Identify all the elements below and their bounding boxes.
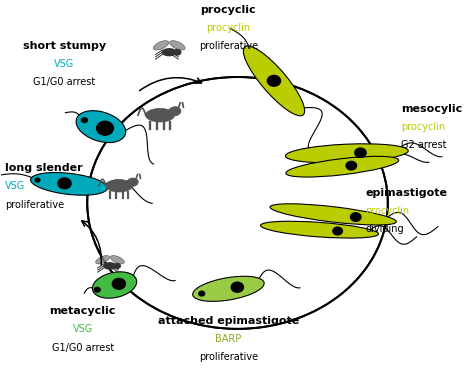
Circle shape: [346, 161, 357, 170]
Ellipse shape: [192, 276, 264, 301]
Text: G2 arrest: G2 arrest: [401, 140, 447, 151]
Text: attached epimastigote: attached epimastigote: [158, 316, 299, 326]
Text: proliferative: proliferative: [5, 200, 64, 210]
Circle shape: [332, 226, 343, 236]
Text: proliferative: proliferative: [199, 41, 258, 51]
Text: VSG: VSG: [55, 59, 74, 69]
Circle shape: [93, 286, 101, 293]
Circle shape: [96, 121, 114, 136]
Ellipse shape: [92, 272, 137, 298]
Ellipse shape: [261, 221, 379, 238]
Circle shape: [81, 117, 88, 123]
Ellipse shape: [146, 108, 174, 122]
Circle shape: [198, 291, 205, 296]
Ellipse shape: [106, 180, 132, 192]
Ellipse shape: [31, 172, 108, 195]
Ellipse shape: [104, 263, 116, 269]
Text: procyclin: procyclin: [206, 23, 250, 33]
Text: metacyclic: metacyclic: [49, 306, 116, 316]
Circle shape: [57, 177, 72, 190]
Ellipse shape: [286, 156, 399, 177]
Ellipse shape: [76, 111, 126, 142]
Text: short stumpy: short stumpy: [23, 41, 106, 51]
Ellipse shape: [169, 107, 181, 116]
Text: epimastigote: epimastigote: [365, 188, 447, 198]
Circle shape: [267, 75, 281, 87]
Ellipse shape: [153, 41, 169, 50]
Text: procyclic: procyclic: [201, 5, 256, 15]
Ellipse shape: [127, 178, 138, 187]
Ellipse shape: [170, 41, 185, 50]
Circle shape: [350, 212, 362, 222]
Text: procyclin: procyclin: [365, 206, 409, 216]
Text: mesocylic: mesocylic: [401, 104, 463, 114]
Ellipse shape: [243, 46, 305, 116]
Text: VSG: VSG: [5, 181, 26, 191]
Text: dividing: dividing: [365, 224, 404, 234]
Circle shape: [34, 177, 41, 183]
Circle shape: [230, 282, 244, 293]
Ellipse shape: [96, 255, 109, 264]
Text: BARP: BARP: [215, 334, 242, 344]
Text: proliferative: proliferative: [199, 352, 258, 362]
Circle shape: [173, 49, 182, 56]
Circle shape: [111, 278, 126, 290]
Circle shape: [354, 147, 367, 158]
Ellipse shape: [110, 255, 124, 264]
Text: G1/G0 arrest: G1/G0 arrest: [33, 77, 96, 87]
Text: procyclin: procyclin: [401, 122, 446, 132]
Text: VSG: VSG: [73, 324, 93, 334]
Ellipse shape: [285, 144, 408, 163]
Circle shape: [114, 263, 121, 269]
Text: G1/G0 arrest: G1/G0 arrest: [52, 343, 114, 353]
Ellipse shape: [163, 49, 176, 56]
Ellipse shape: [270, 204, 396, 225]
Text: long slender: long slender: [5, 163, 83, 173]
